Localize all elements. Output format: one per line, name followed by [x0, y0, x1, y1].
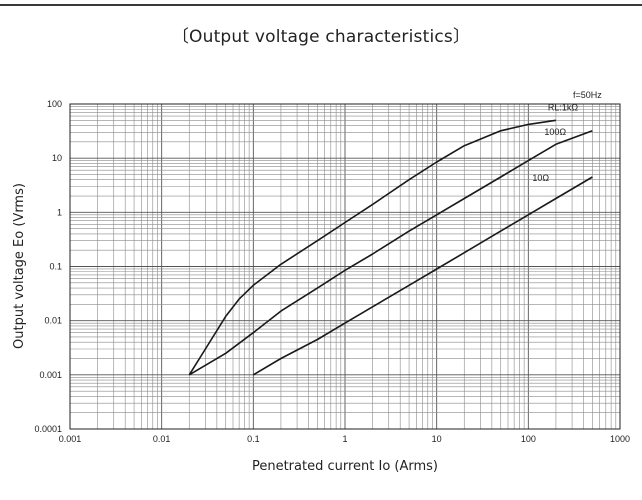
label-layer: RL:1kΩ 100Ω 10Ω f=50Hz — [532, 90, 602, 183]
grid-layer — [70, 104, 620, 429]
x-tick-label: 100 — [521, 434, 536, 444]
y-tick-label: 0.01 — [44, 316, 62, 326]
series-line — [252, 176, 593, 376]
y-tick-label: 1 — [57, 207, 62, 217]
y-tick-label: 0.001 — [39, 370, 62, 380]
header-rule — [0, 4, 642, 6]
series-label: 100Ω — [544, 127, 566, 137]
x-tick-label: 1000 — [610, 434, 630, 444]
series-layer — [188, 119, 593, 376]
series-label: RL:1kΩ — [548, 102, 579, 112]
series-label: 10Ω — [532, 173, 549, 183]
tick-layer: 0.001 0.01 0.1 1 10 100 1000 100 10 1 0.1 0.01 0.001… — [34, 99, 630, 444]
frequency-annotation: f=50Hz — [573, 90, 602, 100]
y-axis-title: Output voltage Eo (Vrms) — [12, 183, 27, 349]
x-tick-label: 0.001 — [59, 434, 82, 444]
y-tick-label: 0.1 — [49, 262, 62, 272]
series-line — [188, 130, 593, 376]
x-tick-label: 0.1 — [247, 434, 260, 444]
x-tick-label: 10 — [432, 434, 442, 444]
x-axis-title: Penetrated current Io (Arms) — [252, 459, 438, 474]
chart-title: 〔Output voltage characteristics〕 — [171, 27, 471, 47]
y-tick-label: 10 — [52, 153, 62, 163]
plot-frame — [69, 103, 621, 430]
series-line — [188, 119, 557, 376]
y-tick-label: 100 — [47, 99, 62, 109]
x-tick-label: 0.01 — [153, 434, 171, 444]
x-tick-label: 1 — [342, 434, 347, 444]
y-tick-label: 0.0001 — [34, 424, 62, 434]
